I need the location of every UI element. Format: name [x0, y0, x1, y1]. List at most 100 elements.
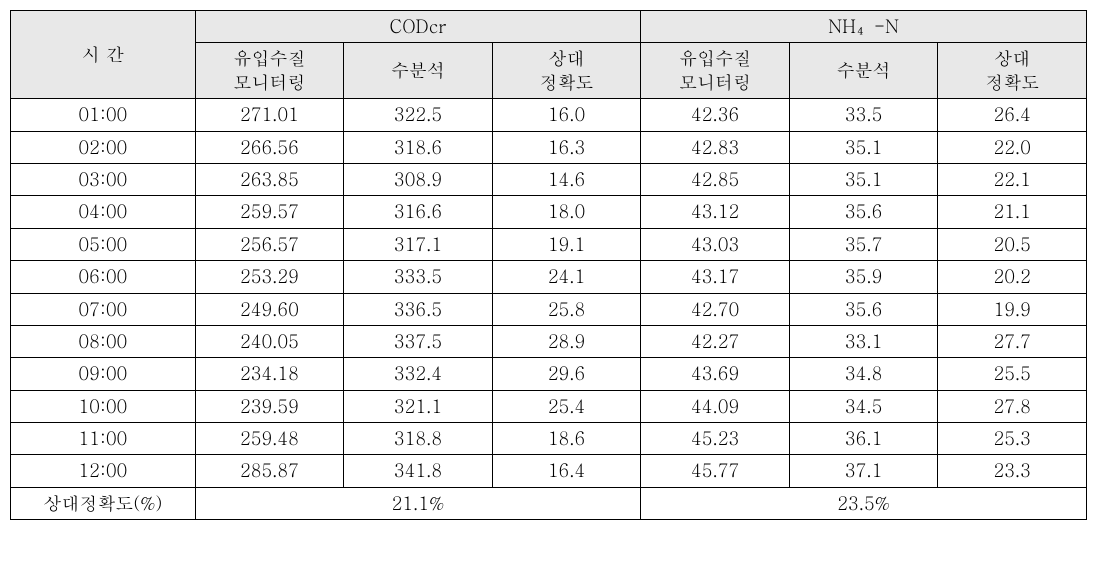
- data-cell: 35.6: [789, 293, 938, 325]
- data-cell: 26.4: [938, 99, 1087, 131]
- codcr-monitoring-header: 유입수질 모니터링: [195, 43, 344, 99]
- data-cell: 25.5: [938, 358, 1087, 390]
- time-cell: 10:00: [11, 390, 196, 422]
- table-row: 08:00 240.05 337.5 28.9 42.27 33.1 27.7: [11, 325, 1087, 357]
- table-body: 01:00 271.01 322.5 16.0 42.36 33.5 26.4 …: [11, 99, 1087, 520]
- data-cell: 21.1: [938, 196, 1087, 228]
- data-cell: 16.4: [492, 455, 641, 487]
- data-cell: 234.18: [195, 358, 344, 390]
- data-cell: 45.77: [641, 455, 790, 487]
- time-cell: 08:00: [11, 325, 196, 357]
- data-cell: 36.1: [789, 423, 938, 455]
- data-cell: 42.27: [641, 325, 790, 357]
- header-label: 모니터링: [233, 70, 305, 95]
- table-row: 06:00 253.29 333.5 24.1 43.17 35.9 20.2: [11, 261, 1087, 293]
- codcr-analysis-header: 수분석: [344, 43, 493, 99]
- table-row: 01:00 271.01 322.5 16.0 42.36 33.5 26.4: [11, 99, 1087, 131]
- data-cell: 341.8: [344, 455, 493, 487]
- time-cell: 05:00: [11, 228, 196, 260]
- data-cell: 25.4: [492, 390, 641, 422]
- data-cell: 18.0: [492, 196, 641, 228]
- data-cell: 33.5: [789, 99, 938, 131]
- data-cell: 43.03: [641, 228, 790, 260]
- data-cell: 20.2: [938, 261, 1087, 293]
- data-cell: 332.4: [344, 358, 493, 390]
- data-cell: 27.8: [938, 390, 1087, 422]
- data-cell: 18.6: [492, 423, 641, 455]
- nh4-total: 23.5%: [641, 487, 1087, 519]
- time-header: 시 간: [11, 11, 196, 99]
- data-cell: 322.5: [344, 99, 493, 131]
- data-cell: 249.60: [195, 293, 344, 325]
- data-cell: 42.36: [641, 99, 790, 131]
- data-cell: 43.12: [641, 196, 790, 228]
- time-cell: 12:00: [11, 455, 196, 487]
- data-table: 시 간 CODcr NH₄-N 유입수질 모니터링 수분석 상대 정확도 유입수…: [10, 10, 1087, 520]
- data-cell: 22.1: [938, 163, 1087, 195]
- data-cell: 45.23: [641, 423, 790, 455]
- time-cell: 11:00: [11, 423, 196, 455]
- data-cell: 34.5: [789, 390, 938, 422]
- time-cell: 02:00: [11, 131, 196, 163]
- header-label: 상대: [549, 46, 585, 71]
- data-cell: 24.1: [492, 261, 641, 293]
- footer-row: 상대정확도(%) 21.1% 23.5%: [11, 487, 1087, 519]
- time-cell: 01:00: [11, 99, 196, 131]
- codcr-group-header: CODcr: [195, 11, 641, 43]
- table-row: 11:00 259.48 318.8 18.6 45.23 36.1 25.3: [11, 423, 1087, 455]
- data-cell: 35.1: [789, 131, 938, 163]
- data-cell: 19.9: [938, 293, 1087, 325]
- data-cell: 321.1: [344, 390, 493, 422]
- data-cell: 316.6: [344, 196, 493, 228]
- table-row: 05:00 256.57 317.1 19.1 43.03 35.7 20.5: [11, 228, 1087, 260]
- data-cell: 318.8: [344, 423, 493, 455]
- data-cell: 22.0: [938, 131, 1087, 163]
- data-cell: 240.05: [195, 325, 344, 357]
- time-cell: 09:00: [11, 358, 196, 390]
- table-row: 04:00 259.57 316.6 18.0 43.12 35.6 21.1: [11, 196, 1087, 228]
- data-cell: 37.1: [789, 455, 938, 487]
- data-cell: 318.6: [344, 131, 493, 163]
- data-cell: 28.9: [492, 325, 641, 357]
- data-cell: 256.57: [195, 228, 344, 260]
- data-cell: 16.3: [492, 131, 641, 163]
- nh4-monitoring-header: 유입수질 모니터링: [641, 43, 790, 99]
- data-cell: 35.7: [789, 228, 938, 260]
- table-row: 03:00 263.85 308.9 14.6 42.85 35.1 22.1: [11, 163, 1087, 195]
- data-cell: 25.3: [938, 423, 1087, 455]
- header-label: 정확도: [540, 70, 594, 95]
- header-row-1: 시 간 CODcr NH₄-N: [11, 11, 1087, 43]
- data-cell: 23.3: [938, 455, 1087, 487]
- data-cell: 308.9: [344, 163, 493, 195]
- data-cell: 35.9: [789, 261, 938, 293]
- data-cell: 14.6: [492, 163, 641, 195]
- header-label: 상대: [994, 46, 1030, 71]
- time-cell: 04:00: [11, 196, 196, 228]
- footer-label: 상대정확도(%): [11, 487, 196, 519]
- nh4-accuracy-header: 상대 정확도: [938, 43, 1087, 99]
- data-cell: 42.83: [641, 131, 790, 163]
- data-cell: 285.87: [195, 455, 344, 487]
- table-row: 07:00 249.60 336.5 25.8 42.70 35.6 19.9: [11, 293, 1087, 325]
- data-cell: 20.5: [938, 228, 1087, 260]
- header-label: 유입수질: [679, 46, 751, 71]
- data-cell: 271.01: [195, 99, 344, 131]
- data-cell: 42.85: [641, 163, 790, 195]
- header-label: 모니터링: [679, 70, 751, 95]
- data-cell: 35.6: [789, 196, 938, 228]
- data-cell: 263.85: [195, 163, 344, 195]
- header-label: 정확도: [985, 70, 1039, 95]
- data-cell: 19.1: [492, 228, 641, 260]
- data-cell: 337.5: [344, 325, 493, 357]
- table-row: 12:00 285.87 341.8 16.4 45.77 37.1 23.3: [11, 455, 1087, 487]
- codcr-accuracy-header: 상대 정확도: [492, 43, 641, 99]
- data-cell: 333.5: [344, 261, 493, 293]
- data-cell: 35.1: [789, 163, 938, 195]
- time-cell: 03:00: [11, 163, 196, 195]
- data-cell: 29.6: [492, 358, 641, 390]
- data-cell: 42.70: [641, 293, 790, 325]
- data-cell: 266.56: [195, 131, 344, 163]
- table-row: 09:00 234.18 332.4 29.6 43.69 34.8 25.5: [11, 358, 1087, 390]
- data-cell: 259.48: [195, 423, 344, 455]
- time-cell: 07:00: [11, 293, 196, 325]
